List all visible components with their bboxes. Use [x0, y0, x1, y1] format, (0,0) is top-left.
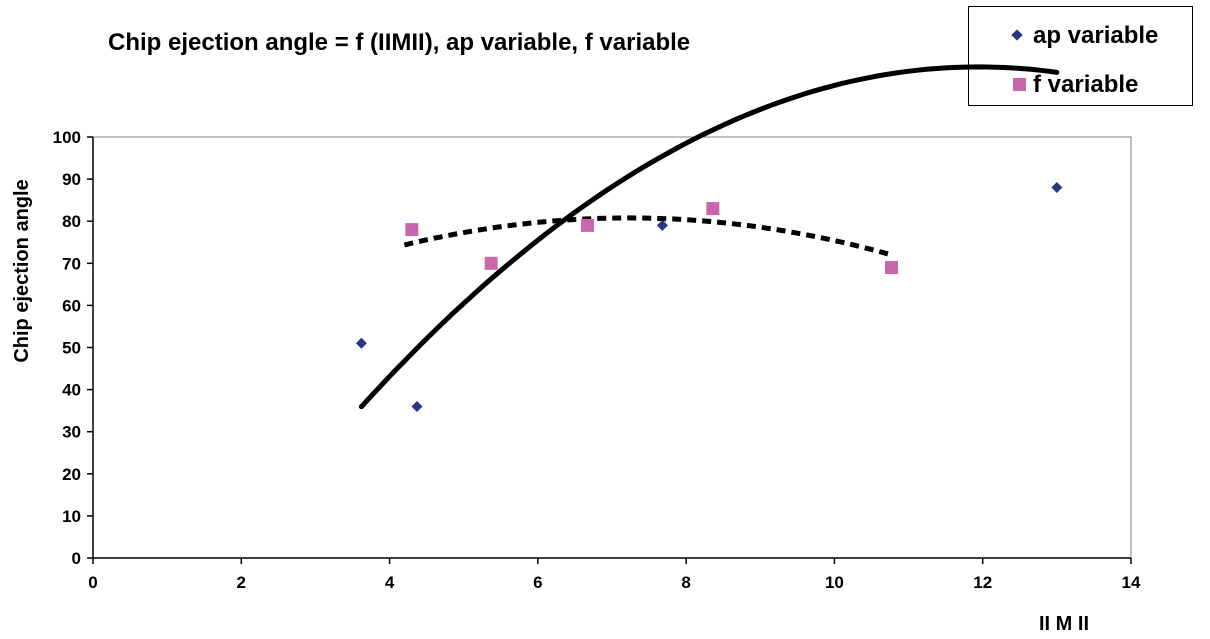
- plot-area-border: [92, 136, 1132, 559]
- y-axis-label: Chip ejection angle: [11, 179, 33, 362]
- square-point: [706, 202, 720, 216]
- square-point: [405, 223, 419, 237]
- x-tick-label: 6: [533, 573, 542, 592]
- y-tick-label: 50: [62, 339, 81, 358]
- diamond-point: [1051, 182, 1063, 194]
- y-tick-label: 60: [62, 296, 81, 315]
- trendline-solid: [358, 64, 1060, 410]
- y-tick-label: 80: [62, 212, 81, 231]
- y-tick-label: 20: [62, 465, 81, 484]
- trendline-dashed: [403, 215, 893, 258]
- legend: ap variable f variable: [968, 6, 1193, 106]
- y-tick-label: 30: [62, 423, 81, 442]
- legend-label: f variable: [1033, 71, 1139, 98]
- square-point: [484, 256, 498, 270]
- diamond-point: [355, 337, 367, 349]
- diamond-point: [411, 400, 423, 412]
- x-tick-label: 4: [385, 573, 395, 592]
- x-tick-label: 10: [825, 573, 844, 592]
- y-tick-label: 40: [62, 381, 81, 400]
- y-tick-label: 90: [62, 170, 81, 189]
- chart-title: Chip ejection angle = f (IIMII), ap vari…: [108, 29, 691, 56]
- y-tick-label: 10: [62, 507, 81, 526]
- square-point: [885, 261, 899, 275]
- x-tick-label: 2: [237, 573, 246, 592]
- diamond-point: [656, 219, 668, 231]
- x-axis-label: II M II: [1039, 613, 1089, 635]
- y-tick-label: 70: [62, 254, 81, 273]
- x-tick-label: 14: [1122, 573, 1141, 592]
- x-tick-label: 12: [973, 573, 992, 592]
- y-tick-label: 100: [53, 128, 81, 147]
- legend-label: ap variable: [1033, 22, 1159, 49]
- y-tick-label: 0: [72, 549, 81, 568]
- x-tick-label: 8: [681, 573, 690, 592]
- square-marker-icon: [1013, 78, 1026, 91]
- square-point: [581, 218, 595, 232]
- x-tick-label: 0: [88, 573, 97, 592]
